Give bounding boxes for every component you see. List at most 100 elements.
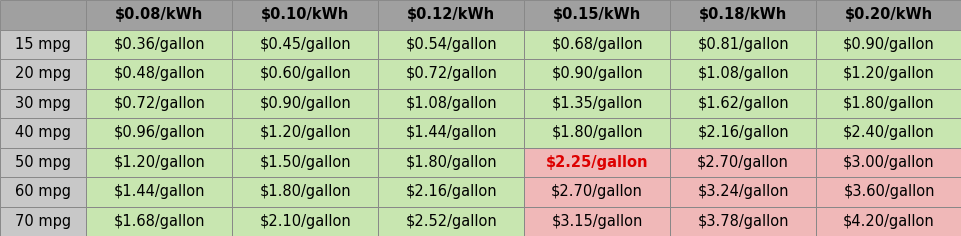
Bar [0,177,86,206]
Text: $0.72/gallon: $0.72/gallon [113,96,205,111]
Text: $1.80/gallon: $1.80/gallon [843,96,934,111]
Text: 70 mpg: 70 mpg [15,214,71,229]
Bar [815,118,961,148]
Text: $3.60/gallon: $3.60/gallon [843,184,934,199]
Bar [815,59,961,88]
Bar [378,177,524,206]
Text: $2.52/gallon: $2.52/gallon [405,214,497,229]
Bar [233,30,378,59]
Text: $2.16/gallon: $2.16/gallon [405,184,497,199]
Text: $0.12/kWh: $0.12/kWh [407,7,495,22]
Bar [0,148,86,177]
Bar [378,148,524,177]
Text: 20 mpg: 20 mpg [15,66,71,81]
Bar [524,0,670,30]
Bar [815,177,961,206]
Text: $0.45/gallon: $0.45/gallon [259,37,351,52]
Bar [233,206,378,236]
Text: $2.40/gallon: $2.40/gallon [842,125,934,140]
Text: $0.10/kWh: $0.10/kWh [260,7,349,22]
Bar [670,59,815,88]
Bar [670,177,815,206]
Text: $1.44/gallon: $1.44/gallon [406,125,497,140]
Text: $3.00/gallon: $3.00/gallon [843,155,934,170]
Text: 15 mpg: 15 mpg [15,37,71,52]
Bar [378,59,524,88]
Bar [233,59,378,88]
Text: 60 mpg: 60 mpg [15,184,71,199]
Text: $1.80/gallon: $1.80/gallon [259,184,351,199]
Text: $2.16/gallon: $2.16/gallon [697,125,788,140]
Bar [86,59,233,88]
Bar [524,88,670,118]
Text: $0.81/gallon: $0.81/gallon [697,37,788,52]
Bar [670,148,815,177]
Bar [86,0,233,30]
Bar [670,206,815,236]
Text: $0.18/kWh: $0.18/kWh [699,7,786,22]
Text: $3.78/gallon: $3.78/gallon [697,214,788,229]
Bar [86,177,233,206]
Text: $1.08/gallon: $1.08/gallon [697,66,788,81]
Bar [815,30,961,59]
Bar [815,0,961,30]
Text: $0.20/kWh: $0.20/kWh [844,7,932,22]
Bar [0,206,86,236]
Text: $2.70/gallon: $2.70/gallon [697,155,788,170]
Bar [524,148,670,177]
Text: $0.08/kWh: $0.08/kWh [115,7,204,22]
Text: 50 mpg: 50 mpg [15,155,71,170]
Text: $1.44/gallon: $1.44/gallon [113,184,205,199]
Bar [0,30,86,59]
Bar [378,206,524,236]
Text: $3.15/gallon: $3.15/gallon [551,214,642,229]
Bar [524,206,670,236]
Bar [378,118,524,148]
Text: $1.20/gallon: $1.20/gallon [842,66,934,81]
Bar [378,88,524,118]
Text: $0.90/gallon: $0.90/gallon [259,96,351,111]
Bar [0,0,86,30]
Bar [0,59,86,88]
Text: $0.15/kWh: $0.15/kWh [553,7,641,22]
Bar [233,118,378,148]
Bar [86,118,233,148]
Bar [670,0,815,30]
Text: $1.68/gallon: $1.68/gallon [113,214,205,229]
Bar [670,88,815,118]
Text: $1.50/gallon: $1.50/gallon [259,155,351,170]
Bar [524,177,670,206]
Bar [233,148,378,177]
Text: $0.72/gallon: $0.72/gallon [405,66,497,81]
Text: 30 mpg: 30 mpg [15,96,71,111]
Bar [86,206,233,236]
Text: $0.48/gallon: $0.48/gallon [113,66,205,81]
Bar [0,118,86,148]
Text: $1.80/gallon: $1.80/gallon [405,155,497,170]
Bar [670,118,815,148]
Bar [378,0,524,30]
Text: $1.08/gallon: $1.08/gallon [405,96,497,111]
Bar [524,118,670,148]
Bar [86,30,233,59]
Text: $1.20/gallon: $1.20/gallon [259,125,351,140]
Bar [815,88,961,118]
Text: $3.24/gallon: $3.24/gallon [697,184,788,199]
Bar [233,88,378,118]
Text: $0.36/gallon: $0.36/gallon [113,37,205,52]
Bar [0,88,86,118]
Bar [524,30,670,59]
Text: $4.20/gallon: $4.20/gallon [842,214,934,229]
Text: $1.35/gallon: $1.35/gallon [551,96,642,111]
Bar [670,30,815,59]
Text: $2.25/gallon: $2.25/gallon [545,155,648,170]
Bar [524,59,670,88]
Text: $1.20/gallon: $1.20/gallon [113,155,205,170]
Bar [233,177,378,206]
Text: $2.10/gallon: $2.10/gallon [259,214,351,229]
Bar [378,30,524,59]
Bar [815,148,961,177]
Text: $0.60/gallon: $0.60/gallon [259,66,351,81]
Bar [86,88,233,118]
Bar [815,206,961,236]
